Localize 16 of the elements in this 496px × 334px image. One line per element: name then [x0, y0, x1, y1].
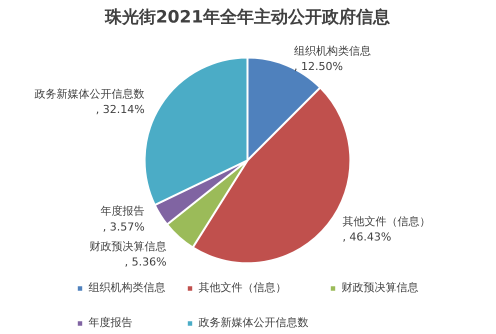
legend-label: 年度报告 — [88, 315, 132, 330]
chart-title: 珠光街2021年全年主动公开政府信息 — [104, 8, 390, 28]
slice-label: 其他文件（信息） — [342, 214, 430, 228]
slice-label: 财政预决算信息 — [90, 240, 167, 254]
legend-label: 财政预决算信息 — [342, 280, 418, 295]
legend-label: 政务新媒体公开信息数 — [198, 315, 308, 330]
slice-label: 年度报告 — [100, 204, 145, 218]
data-label: , 3.57% — [102, 220, 145, 234]
slice-label: 组织机构类信息 — [294, 44, 371, 58]
data-label: , 5.36% — [124, 256, 167, 269]
slice-label: 政务新媒体公开信息数 — [34, 87, 145, 100]
data-label: , 12.50% — [294, 60, 343, 73]
legend-label: 组织机构类信息 — [88, 280, 166, 295]
data-label: , 46.43% — [342, 230, 392, 244]
legend-label: 其他文件（信息） — [198, 280, 286, 295]
data-label: , 32.14% — [96, 103, 145, 116]
